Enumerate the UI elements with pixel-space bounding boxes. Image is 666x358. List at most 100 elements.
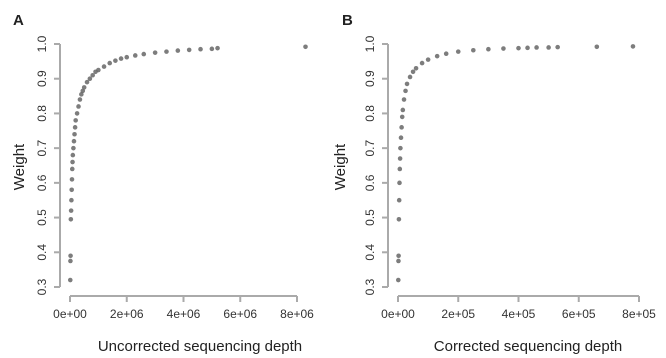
data-point	[546, 45, 551, 50]
panel-a: A 0.3 0.4 0.5 0.6 0.7 0.8 0.9 1.0 0e+00 2e+06 4e+…	[11, 12, 314, 355]
x-tick-label: 6e+06	[223, 307, 257, 321]
data-point	[68, 208, 74, 213]
data-point	[118, 56, 124, 61]
data-point	[70, 152, 76, 158]
data-point	[74, 111, 80, 116]
y-tick-label: 0.8	[35, 105, 49, 122]
data-point	[90, 72, 95, 78]
data-point	[107, 60, 113, 66]
data-point	[400, 107, 406, 113]
data-point	[399, 125, 404, 130]
data-point	[630, 44, 636, 49]
data-point	[397, 166, 403, 172]
data-point	[399, 114, 405, 120]
x-tick-label: 0e+00	[381, 307, 415, 321]
y-tick-label: 0.4	[363, 244, 377, 261]
y-tick-label: 0.5	[35, 209, 49, 226]
panel-b: B 0.3 0.4 0.5 0.6 0.7 0.8 0.9 1.0 0e+00 2e+05 4e+…	[332, 12, 656, 355]
data-point	[407, 74, 413, 80]
data-point	[84, 79, 90, 85]
data-point	[209, 46, 215, 52]
data-point	[69, 177, 75, 182]
x-tick-label: 6e+05	[562, 307, 596, 321]
data-point	[397, 180, 402, 186]
data-point	[397, 156, 403, 161]
y-tick-label: 0.7	[363, 139, 377, 156]
data-point	[132, 53, 138, 58]
data-point	[113, 58, 118, 63]
data-point	[69, 166, 75, 172]
data-point	[410, 69, 416, 75]
data-point	[303, 44, 308, 50]
data-point	[404, 81, 410, 87]
panel-a-x-ticks: 0e+00 2e+06 4e+06 6e+06 8e+06	[53, 296, 314, 321]
data-point	[401, 97, 407, 102]
data-point	[68, 258, 73, 264]
y-tick-label: 0.9	[363, 70, 377, 87]
data-point	[81, 85, 87, 90]
data-point	[594, 44, 600, 50]
data-point	[68, 217, 74, 222]
data-point	[396, 277, 401, 283]
data-point	[67, 277, 73, 283]
data-point	[72, 125, 78, 130]
data-point	[152, 50, 158, 55]
data-point	[471, 47, 476, 53]
panel-a-points	[67, 44, 308, 283]
data-point	[73, 118, 78, 123]
data-point	[141, 51, 147, 57]
data-point	[419, 60, 425, 66]
data-point	[396, 258, 401, 264]
data-point	[215, 45, 220, 51]
y-tick-label: 0.6	[35, 174, 49, 191]
data-point	[555, 44, 560, 50]
data-point	[71, 145, 76, 151]
data-point	[434, 53, 440, 59]
y-tick-label: 0.8	[363, 105, 377, 122]
data-point	[501, 46, 506, 51]
data-point	[525, 45, 530, 51]
panel-a-y-title: Weight	[11, 143, 28, 190]
data-point	[76, 104, 81, 109]
data-point	[68, 253, 73, 259]
data-point	[69, 187, 75, 193]
panel-b-y-ticks: 0.3 0.4 0.5 0.6 0.7 0.8 0.9 1.0	[363, 35, 388, 295]
data-point	[101, 64, 107, 69]
data-point	[71, 138, 77, 144]
data-point	[486, 46, 491, 52]
data-point	[396, 197, 402, 203]
data-point	[534, 45, 539, 50]
data-point	[398, 135, 404, 141]
data-point	[79, 92, 84, 97]
data-point	[77, 97, 83, 102]
panel-b-x-title: Corrected sequencing depth	[434, 338, 622, 355]
data-point	[398, 145, 403, 151]
x-tick-label: 0e+00	[53, 307, 87, 321]
data-point	[69, 197, 74, 203]
data-point	[175, 48, 181, 53]
x-tick-label: 4e+06	[167, 307, 201, 321]
data-point	[198, 46, 203, 52]
data-point	[96, 67, 101, 73]
data-point	[455, 49, 461, 54]
panel-a-x-title: Uncorrected sequencing depth	[98, 338, 302, 355]
data-point	[186, 47, 192, 53]
data-point	[124, 54, 130, 60]
panel-a-y-ticks: 0.3 0.4 0.5 0.6 0.7 0.8 0.9 1.0	[35, 35, 60, 295]
panel-b-x-ticks: 0e+00 2e+05 4e+05 6e+05 8e+05	[381, 296, 656, 321]
data-point	[87, 76, 93, 82]
panel-b-y-title: Weight	[332, 143, 349, 190]
data-point	[396, 217, 402, 222]
data-point	[80, 88, 86, 94]
data-point	[164, 49, 169, 54]
x-tick-label: 4e+05	[502, 307, 536, 321]
data-point	[413, 66, 419, 71]
data-point	[443, 51, 449, 57]
panel-a-label: A	[13, 12, 24, 29]
x-tick-label: 2e+05	[441, 307, 475, 321]
y-tick-label: 0.4	[35, 244, 49, 261]
data-point	[72, 131, 77, 137]
y-tick-label: 0.7	[35, 139, 49, 156]
panel-b-label: B	[342, 12, 353, 29]
